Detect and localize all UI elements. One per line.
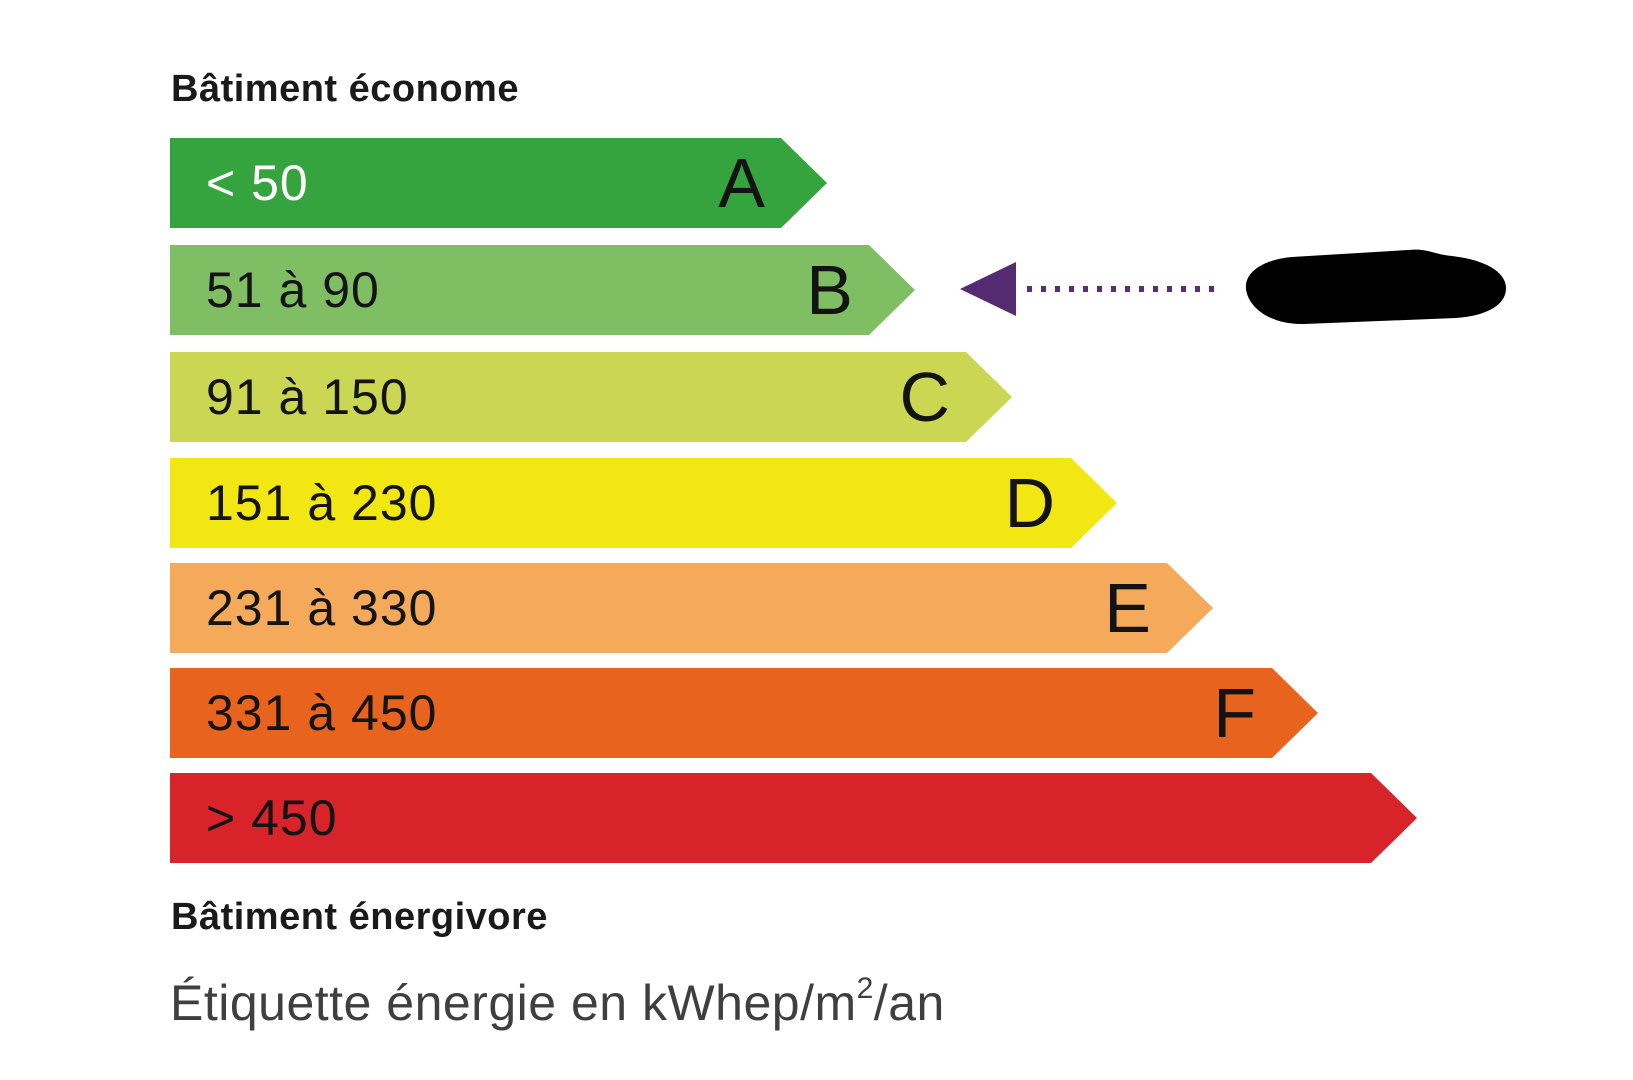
energy-bar-b: 51 à 90 B <box>170 245 915 335</box>
energy-bar-c: 91 à 150 C <box>170 352 1012 442</box>
bar-range-label: 51 à 90 <box>206 262 380 318</box>
bar-range-label: < 50 <box>206 155 309 211</box>
energy-bar-g: > 450 <box>170 773 1417 863</box>
bar-letter: B <box>806 251 853 329</box>
caption: Étiquette énergie en kWhep/m2/an <box>170 972 945 1032</box>
left-arrow-icon <box>960 262 1016 316</box>
bar-range-label: 151 à 230 <box>206 475 438 531</box>
energy-bar-a: < 50 A <box>170 138 827 228</box>
energy-bar-e: 231 à 330 E <box>170 563 1213 653</box>
energy-bar-d: 151 à 230 D <box>170 458 1117 548</box>
bar-letter: C <box>899 358 950 436</box>
redaction-blob <box>1245 249 1507 325</box>
bar-letter: F <box>1213 674 1256 752</box>
energy-bar-f: 331 à 450 F <box>170 668 1318 758</box>
dotted-connector-line <box>1027 286 1223 292</box>
bar-range-label: 91 à 150 <box>206 369 409 425</box>
bottom-scale-label: Bâtiment énergivore <box>171 896 548 938</box>
bar-letter: D <box>1004 464 1055 542</box>
caption-suffix: /an <box>873 975 945 1031</box>
top-scale-label: Bâtiment économe <box>171 68 519 110</box>
bar-letter: E <box>1104 569 1151 647</box>
bar-range-label: 331 à 450 <box>206 685 438 741</box>
bar-range-label: 231 à 330 <box>206 580 438 636</box>
caption-superscript: 2 <box>856 972 874 1005</box>
redaction-blob-shape <box>1245 249 1507 325</box>
bar-range-label: > 450 <box>206 790 338 846</box>
caption-prefix: Étiquette énergie en kWhep/m <box>170 975 857 1031</box>
bar-letter: A <box>718 144 765 222</box>
